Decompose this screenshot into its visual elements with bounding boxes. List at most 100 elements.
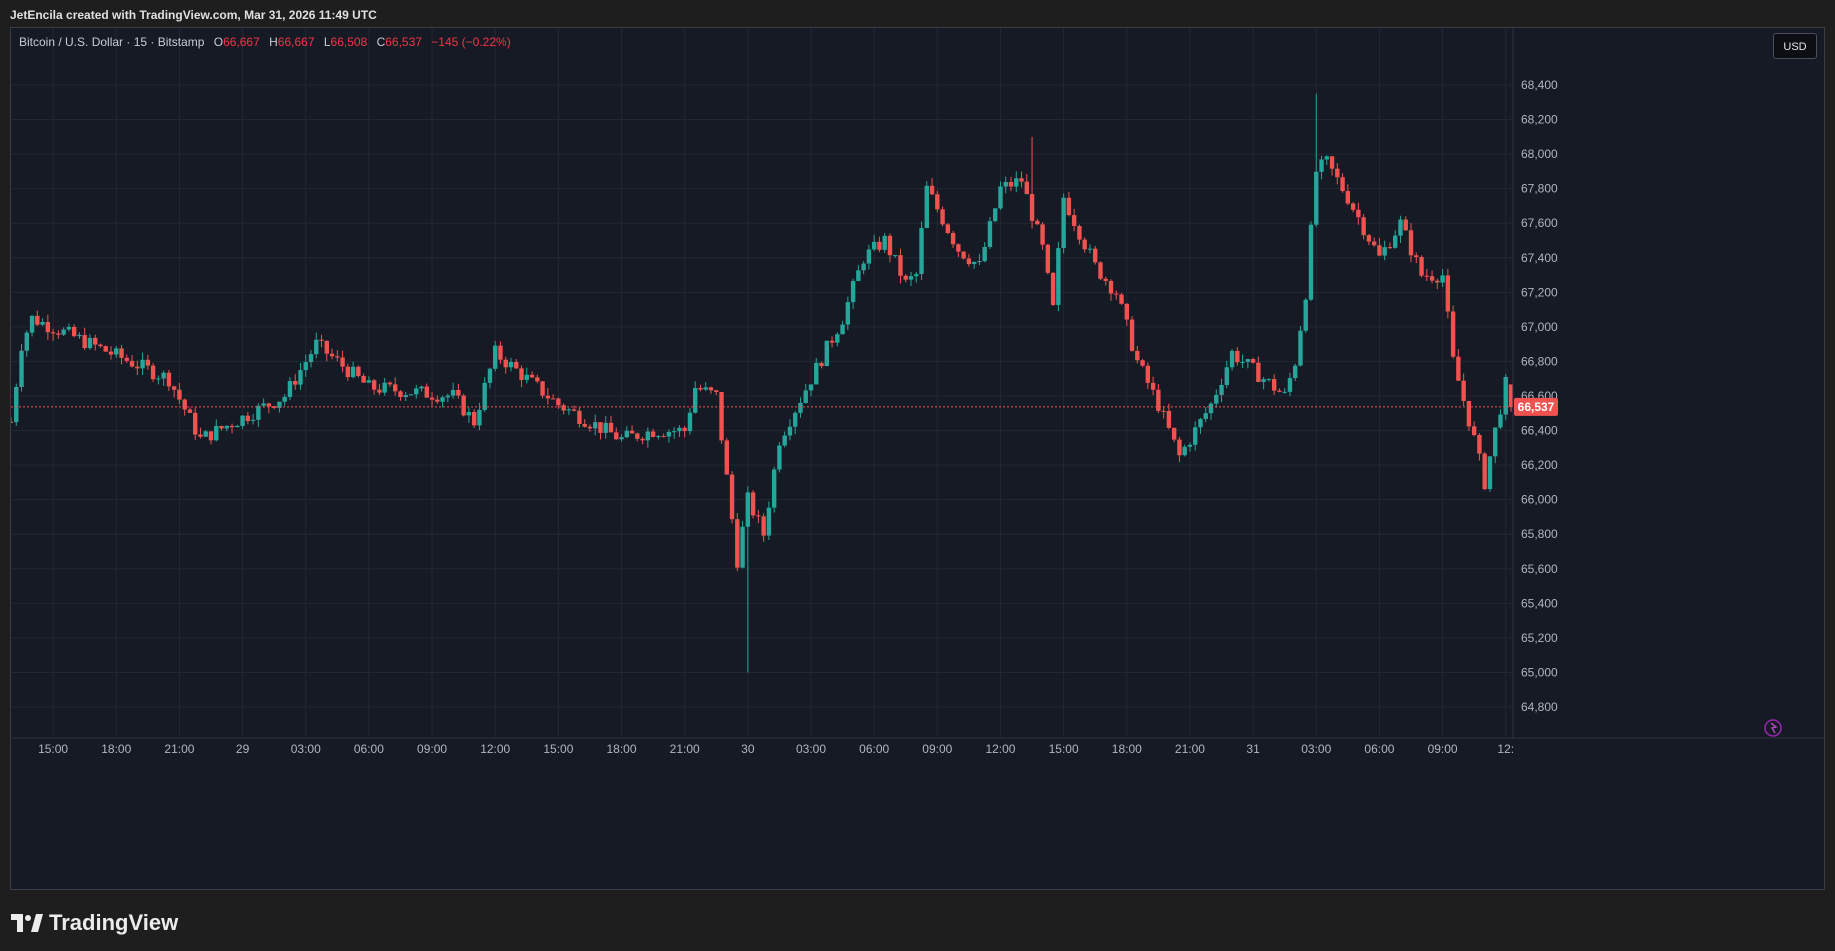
x-tick-label: 06:00 <box>354 742 384 756</box>
symbol-legend: Bitcoin / U.S. Dollar · 15 · Bitstamp O6… <box>19 35 511 49</box>
candle <box>98 343 103 348</box>
candle <box>414 384 419 399</box>
candle <box>298 363 303 390</box>
candle <box>1193 421 1198 451</box>
candle <box>271 405 277 410</box>
candle <box>935 190 940 213</box>
candle <box>587 424 593 432</box>
candle <box>719 392 724 444</box>
replay-icon[interactable] <box>1764 719 1782 737</box>
candle <box>1203 406 1208 423</box>
candle <box>635 432 640 442</box>
x-tick-label: 09:00 <box>417 742 447 756</box>
x-tick-label: 03:00 <box>291 742 321 756</box>
candle <box>1293 363 1298 381</box>
candle <box>250 413 256 425</box>
candle <box>693 381 698 414</box>
candle <box>898 248 903 284</box>
y-tick-label: 65,800 <box>1521 527 1558 541</box>
candle <box>671 427 677 439</box>
x-tick-label: 06:00 <box>859 742 889 756</box>
candle <box>256 403 261 428</box>
candle <box>1424 268 1429 281</box>
candle <box>661 433 666 438</box>
candle <box>724 437 729 475</box>
candle <box>1340 173 1345 193</box>
candle <box>129 355 135 368</box>
candle <box>614 427 619 440</box>
candle <box>1019 171 1024 188</box>
candle <box>598 422 603 440</box>
y-tick-label: 66,200 <box>1521 458 1558 472</box>
candle <box>1098 261 1103 281</box>
candle <box>493 340 498 372</box>
candle <box>1314 93 1319 227</box>
candle <box>766 501 772 541</box>
change-value: −145 (−0.22%) <box>431 35 511 49</box>
candle <box>324 340 329 362</box>
y-tick-label: 67,800 <box>1521 182 1558 196</box>
candle <box>29 315 35 337</box>
candle <box>1129 316 1135 352</box>
candle <box>35 310 40 326</box>
grid-lines <box>11 28 1513 738</box>
candle <box>50 328 56 341</box>
candle <box>314 332 319 359</box>
candle <box>871 234 877 252</box>
candle <box>124 354 129 363</box>
candle <box>261 398 266 408</box>
candle <box>219 425 224 431</box>
candle <box>1014 171 1019 193</box>
candle <box>750 490 756 519</box>
candle <box>950 230 956 249</box>
candle <box>1329 155 1335 176</box>
candle <box>1398 215 1403 244</box>
y-tick-label: 65,200 <box>1521 631 1558 645</box>
y-tick-label: 68,400 <box>1521 78 1558 92</box>
candle <box>503 356 508 374</box>
y-tick-label: 65,600 <box>1521 562 1558 576</box>
candle <box>461 393 466 417</box>
candle <box>1087 244 1093 254</box>
candle <box>108 346 114 360</box>
candle <box>1319 155 1324 180</box>
candle <box>971 261 977 269</box>
candle <box>798 397 803 418</box>
candle <box>203 430 208 437</box>
axes <box>11 28 1824 739</box>
chart-panel[interactable]: 64,800 65,000 65,200 65,400 65,600 65,800 66,0… <box>10 27 1825 890</box>
candle <box>1082 237 1087 253</box>
candle <box>998 181 1003 210</box>
candle <box>824 340 829 367</box>
brand-name: TradingView <box>49 910 179 935</box>
candle <box>1003 176 1008 194</box>
candlestick-chart[interactable]: 64,800 65,000 65,200 65,400 65,600 65,800 66,0… <box>11 28 1824 889</box>
candle <box>1045 243 1051 275</box>
candle <box>382 377 387 396</box>
candle <box>14 383 19 427</box>
candle <box>335 350 340 362</box>
candle <box>45 314 51 340</box>
y-tick-label: 67,000 <box>1521 320 1558 334</box>
candle <box>1335 163 1340 185</box>
candle <box>514 358 519 370</box>
candle <box>1071 208 1077 232</box>
candle <box>429 391 435 407</box>
candle <box>287 376 293 401</box>
currency-button[interactable]: USD <box>1773 33 1817 59</box>
symbol-name: Bitcoin / U.S. Dollar · 15 · Bitstamp <box>19 35 205 49</box>
candle <box>293 374 298 390</box>
candle <box>103 345 108 352</box>
candle <box>1408 223 1414 263</box>
candle <box>1266 378 1272 382</box>
candle <box>545 388 551 405</box>
candle <box>366 376 372 383</box>
candle <box>377 383 382 395</box>
x-tick-label: 03:00 <box>1301 742 1331 756</box>
candle <box>356 365 361 378</box>
candle <box>687 407 693 435</box>
candle <box>1298 325 1303 367</box>
candle <box>1250 357 1256 364</box>
brand-logo[interactable]: TradingView <box>11 910 178 936</box>
candle <box>1287 372 1293 397</box>
